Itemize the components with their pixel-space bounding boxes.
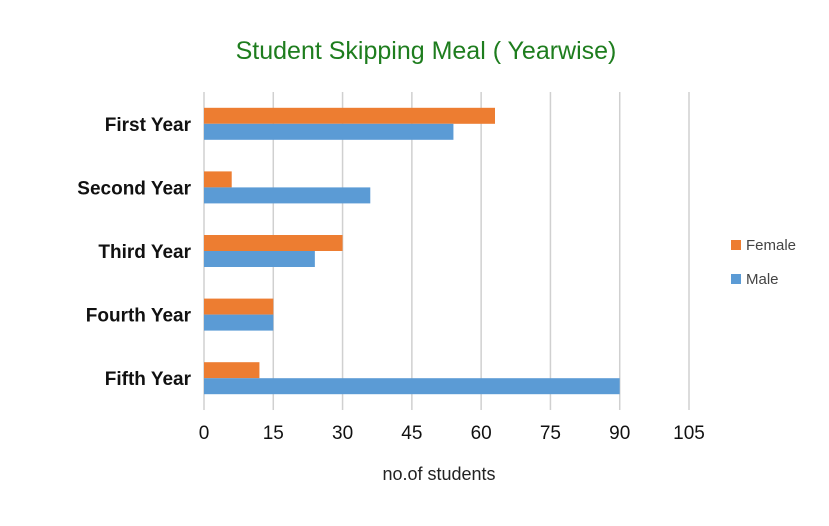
x-tick-label: 105 [673, 423, 705, 444]
bar-female-fourth-year [204, 298, 274, 315]
bar-female-first-year [204, 107, 495, 124]
bar-male-third-year [204, 251, 315, 267]
x-tick-label: 0 [199, 423, 210, 444]
bar-male-first-year [204, 123, 454, 140]
x-tick-labels: 0 15 30 45 60 75 90 105 [199, 423, 705, 444]
gridlines [203, 92, 690, 410]
legend-swatch-male [731, 274, 741, 284]
legend-label-female: Female [746, 237, 796, 254]
x-axis-title: no.of students [382, 464, 495, 484]
legend: Female Male [731, 237, 796, 288]
x-tick-label: 30 [332, 423, 353, 444]
x-tick-label: 75 [540, 423, 561, 444]
category-label: First Year [105, 115, 192, 136]
x-tick-label: 90 [609, 423, 630, 444]
x-tick-label: 15 [263, 423, 284, 444]
bar-male-fifth-year [204, 378, 620, 395]
x-tick-label: 60 [471, 423, 492, 444]
legend-label-male: Male [746, 271, 779, 288]
bar-female-third-year [204, 235, 343, 251]
category-label: Fifth Year [105, 369, 192, 390]
chart-title: Student Skipping Meal ( Yearwise) [236, 37, 617, 65]
legend-swatch-female [731, 240, 741, 250]
category-label: Second Year [77, 178, 191, 199]
bar-male-second-year [204, 187, 371, 204]
x-tick-label: 45 [401, 423, 422, 444]
category-label: Third Year [98, 242, 191, 263]
bar-female-second-year [204, 171, 232, 188]
category-label: Fourth Year [86, 306, 192, 327]
category-labels: First Year Second Year Third Year Fourth Ye… [77, 115, 191, 390]
bars [204, 107, 620, 395]
bar-female-fifth-year [204, 362, 260, 379]
bar-male-fourth-year [204, 314, 274, 331]
